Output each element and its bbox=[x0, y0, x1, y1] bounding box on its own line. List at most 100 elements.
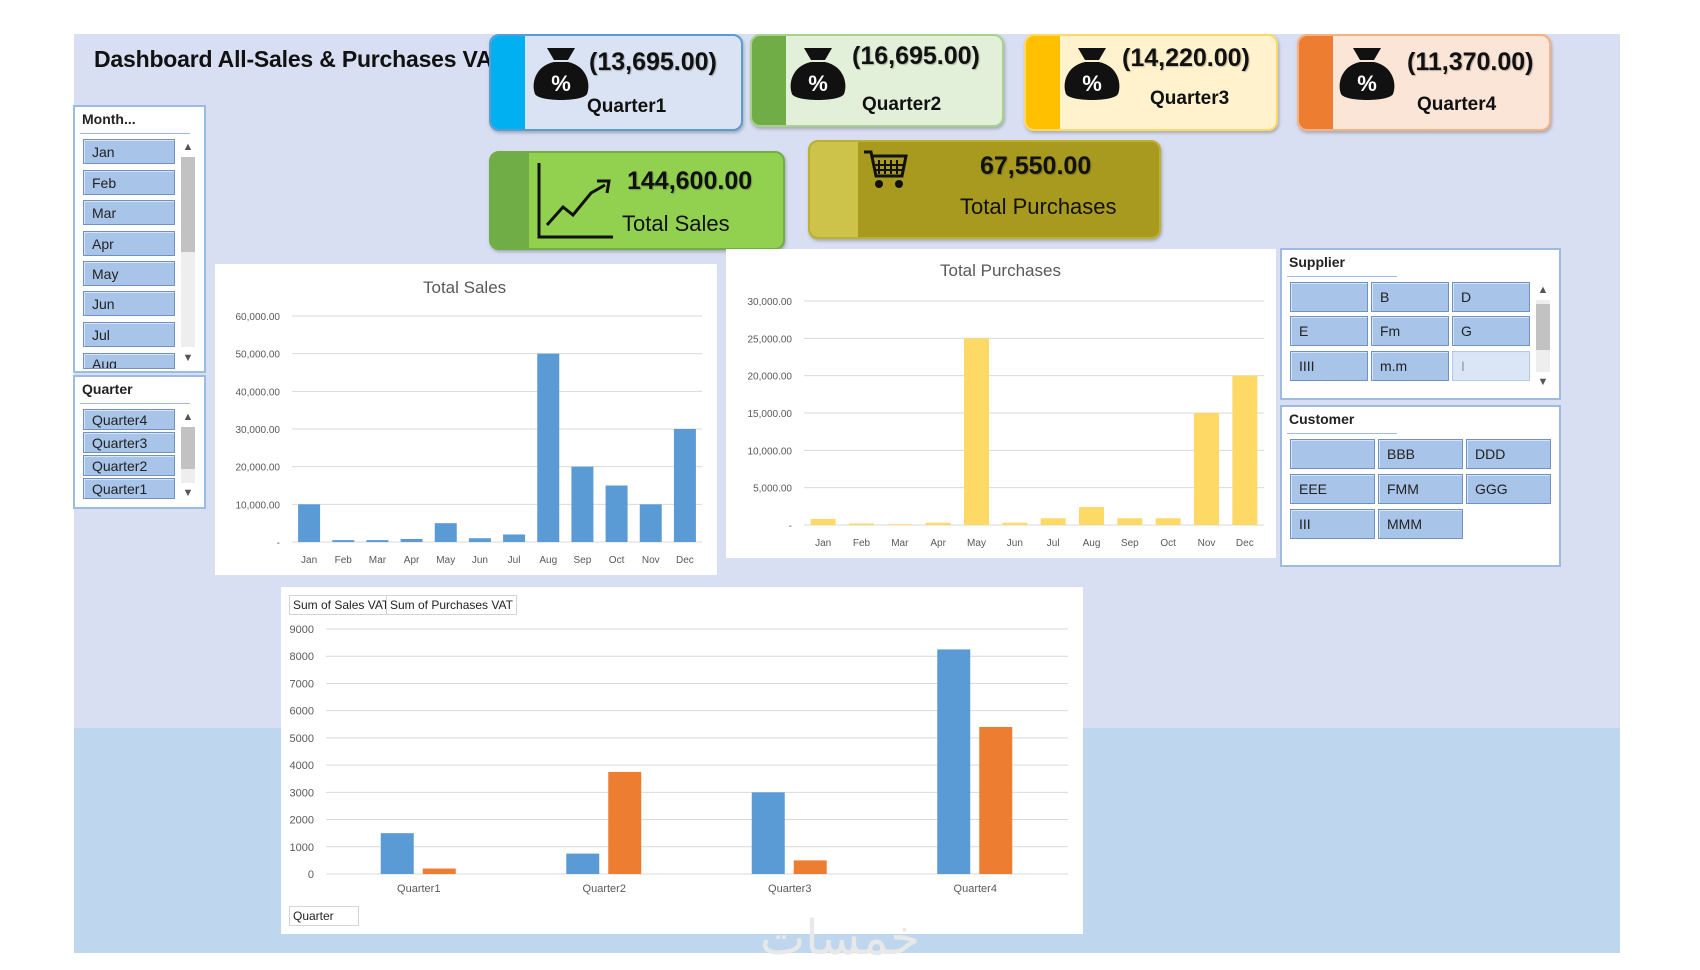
customer-item-mmm[interactable]: MMM bbox=[1378, 509, 1463, 539]
customer-item-bbb[interactable]: BBB bbox=[1378, 439, 1463, 469]
customer-item-blank[interactable] bbox=[1290, 439, 1375, 469]
kpi-quarter1-label: Quarter1 bbox=[587, 96, 667, 117]
y-tick-label: 10,000.00 bbox=[748, 446, 793, 457]
legend-purchases-vat-button[interactable]: Sum of Purchases VAT bbox=[386, 595, 517, 615]
kpi-quarter3-label: Quarter3 bbox=[1150, 88, 1230, 109]
x-tick-label: Jul bbox=[508, 555, 521, 566]
supplier-item-i[interactable]: I bbox=[1452, 351, 1530, 381]
svg-text:%: % bbox=[1082, 71, 1102, 96]
kpi-quarter2-value: (16,695.00) bbox=[852, 42, 980, 70]
total-sales-chart-title: Total Sales bbox=[423, 278, 507, 297]
supplier-scroll-thumb[interactable] bbox=[1536, 304, 1550, 350]
bar bbox=[503, 534, 526, 542]
x-tick-label: Quarter2 bbox=[583, 883, 626, 895]
scroll-up-arrow-icon[interactable]: ▲ bbox=[182, 141, 194, 153]
bar bbox=[979, 727, 1013, 874]
supplier-item-blank[interactable] bbox=[1290, 282, 1368, 312]
slicer-item-jun[interactable]: Jun bbox=[83, 291, 175, 316]
supplier-item-d[interactable]: D bbox=[1452, 282, 1530, 312]
slicer-item-quarter3[interactable]: Quarter3 bbox=[83, 432, 175, 453]
bar bbox=[810, 519, 836, 525]
customer-item-fmm[interactable]: FMM bbox=[1378, 474, 1463, 504]
x-tick-label: Sep bbox=[1121, 538, 1139, 549]
y-tick-label: 1000 bbox=[290, 842, 314, 854]
supplier-item-iiii[interactable]: IIII bbox=[1290, 351, 1368, 381]
bar bbox=[422, 868, 456, 874]
x-tick-label: Dec bbox=[676, 555, 694, 566]
supplier-item-g[interactable]: G bbox=[1452, 316, 1530, 346]
money-bag-percent-icon: % bbox=[790, 48, 846, 100]
scroll-down-arrow-icon[interactable]: ▼ bbox=[1537, 376, 1549, 388]
month-scroll-thumb[interactable] bbox=[181, 157, 195, 252]
x-tick-label: Apr bbox=[404, 555, 420, 566]
bar bbox=[751, 792, 785, 874]
bar bbox=[937, 649, 971, 874]
supplier-item-b[interactable]: B bbox=[1371, 282, 1449, 312]
slicer-item-jul[interactable]: Jul bbox=[83, 322, 175, 347]
slicer-item-quarter4[interactable]: Quarter4 bbox=[83, 409, 175, 430]
bar bbox=[925, 522, 951, 525]
x-tick-label: Jan bbox=[301, 555, 317, 566]
scroll-up-arrow-icon[interactable]: ▲ bbox=[1537, 284, 1549, 296]
customer-item-iii[interactable]: III bbox=[1290, 509, 1375, 539]
x-tick-label: Jul bbox=[1047, 538, 1060, 549]
scroll-down-arrow-icon[interactable]: ▼ bbox=[182, 487, 194, 499]
total-sales-label: Total Sales bbox=[622, 211, 730, 236]
y-tick-label: 10,000.00 bbox=[236, 500, 281, 511]
kpi-total-purchases: 67,550.00 Total Purchases bbox=[808, 140, 1161, 239]
slicer-item-aug[interactable]: Aug bbox=[83, 353, 175, 369]
kpi-band bbox=[1026, 36, 1060, 129]
bar bbox=[366, 540, 389, 542]
bar bbox=[849, 523, 874, 525]
supplier-item-mm[interactable]: m.m bbox=[1371, 351, 1449, 381]
bar bbox=[298, 504, 321, 542]
slicer-item-may[interactable]: May bbox=[83, 261, 175, 286]
supplier-slicer-header: Supplier bbox=[1286, 254, 1398, 277]
svg-text:%: % bbox=[808, 71, 828, 96]
quarter-scroll-thumb[interactable] bbox=[181, 427, 195, 469]
kpi-band bbox=[810, 142, 858, 237]
bar bbox=[537, 353, 560, 542]
y-tick-label: 50,000.00 bbox=[236, 350, 281, 361]
total-sales-chart-panel: Total Sales - 10,000.00 20,000.00 30,000.00… bbox=[215, 264, 717, 575]
y-tick-label: 9000 bbox=[290, 624, 314, 636]
customer-item-eee[interactable]: EEE bbox=[1290, 474, 1375, 504]
slicer-item-mar[interactable]: Mar bbox=[83, 200, 175, 225]
slicer-item-feb[interactable]: Feb bbox=[83, 170, 175, 195]
svg-text:%: % bbox=[1357, 71, 1377, 96]
total-purchases-chart-panel: Total Purchases - 5,000.00 10,000.00 15,000… bbox=[726, 249, 1276, 558]
y-tick-label: 5,000.00 bbox=[753, 484, 792, 495]
x-tick-label: Feb bbox=[853, 538, 871, 549]
x-tick-label: Dec bbox=[1236, 538, 1254, 549]
bar bbox=[964, 338, 989, 525]
supplier-item-fm[interactable]: Fm bbox=[1371, 316, 1449, 346]
svg-text:%: % bbox=[551, 71, 571, 96]
money-bag-percent-icon: % bbox=[1064, 48, 1120, 100]
x-tick-label: Nov bbox=[1198, 538, 1216, 549]
y-tick-label: 5000 bbox=[290, 733, 314, 745]
bar bbox=[332, 540, 355, 542]
customer-item-ggg[interactable]: GGG bbox=[1466, 474, 1551, 504]
slicer-item-quarter1[interactable]: Quarter1 bbox=[83, 478, 175, 499]
x-tick-label: Quarter1 bbox=[397, 883, 440, 895]
slicer-item-apr[interactable]: Apr bbox=[83, 231, 175, 256]
y-tick-label: - bbox=[789, 521, 792, 532]
money-bag-percent-icon: % bbox=[533, 48, 589, 100]
bar bbox=[1040, 518, 1066, 525]
y-tick-label: 7000 bbox=[290, 678, 314, 690]
slicer-item-jan[interactable]: Jan bbox=[83, 139, 175, 164]
quarter-field-button[interactable]: Quarter bbox=[289, 906, 359, 926]
kpi-quarter1-value: (13,695.00) bbox=[589, 48, 717, 76]
quarter-slicer-header: Quarter bbox=[80, 381, 190, 404]
bar bbox=[1194, 413, 1219, 525]
slicer-item-quarter2[interactable]: Quarter2 bbox=[83, 455, 175, 476]
scroll-up-arrow-icon[interactable]: ▲ bbox=[182, 411, 194, 423]
supplier-item-e[interactable]: E bbox=[1290, 316, 1368, 346]
scroll-down-arrow-icon[interactable]: ▼ bbox=[182, 352, 194, 364]
customer-item-ddd[interactable]: DDD bbox=[1466, 439, 1551, 469]
x-tick-label: Sep bbox=[574, 555, 592, 566]
y-tick-label: 20,000.00 bbox=[236, 463, 281, 474]
kpi-band bbox=[752, 36, 786, 125]
bar bbox=[468, 538, 491, 542]
customer-slicer-header: Customer bbox=[1286, 411, 1398, 434]
